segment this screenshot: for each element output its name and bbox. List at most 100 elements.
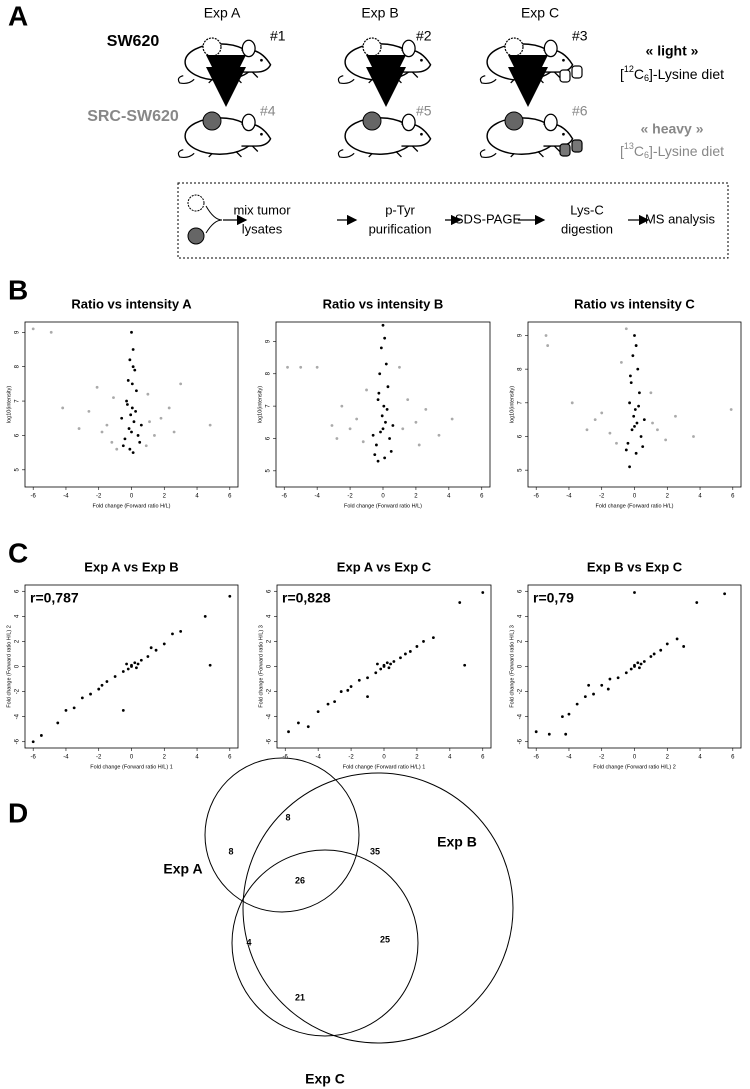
diet-part: ]-Lysine diet: [649, 66, 724, 82]
plot-frame: [527, 321, 742, 488]
point: [374, 671, 378, 675]
workflow-step: p-Tyr: [385, 202, 415, 217]
point: [593, 418, 597, 422]
point: [146, 392, 150, 396]
point: [642, 660, 646, 663]
point: [131, 451, 135, 455]
annotation: r=0,79: [533, 590, 574, 606]
diet-name: « heavy »: [640, 121, 703, 137]
y-tick-label: 2: [15, 639, 21, 643]
venn-count: 26: [295, 875, 305, 885]
point: [125, 399, 128, 403]
point: [638, 666, 641, 670]
workflow-step: digestion: [561, 221, 613, 236]
point: [139, 658, 143, 662]
workflow-step: SDS-PAGE: [455, 211, 522, 226]
point: [378, 372, 382, 376]
chart-title: Exp A vs Exp B: [84, 559, 178, 574]
x-tick-label: -2: [347, 494, 353, 500]
point: [128, 447, 132, 451]
point: [585, 428, 589, 432]
y-tick-label: 6: [15, 433, 21, 437]
point: [132, 420, 136, 424]
point: [629, 374, 632, 378]
x-axis-label: Fold change (Forward ratio H/L): [93, 503, 171, 509]
x-tick-label: -2: [96, 494, 102, 500]
point: [674, 414, 677, 418]
point: [382, 404, 386, 408]
point: [414, 420, 418, 424]
chart-title: Ratio vs intensity A: [71, 296, 192, 311]
point: [208, 423, 212, 427]
workflow-icons: [187, 194, 223, 245]
point: [299, 365, 303, 369]
point: [383, 336, 387, 340]
y-axis-label: log10(intensity): [257, 386, 263, 423]
y-tick-label: 9: [518, 333, 524, 337]
venn-set-label: Exp C: [305, 1071, 345, 1087]
point: [346, 688, 350, 692]
point: [392, 660, 396, 663]
x-tick-label: -2: [96, 755, 102, 761]
y-axis-label: log10(intensity): [509, 386, 515, 423]
x-tick-label: 2: [666, 755, 670, 761]
point: [129, 413, 133, 417]
panel-label: C: [8, 537, 28, 568]
experiment-label: Exp C: [521, 5, 559, 21]
y-tick-label: -6: [518, 738, 524, 744]
point: [384, 362, 388, 366]
point: [624, 671, 628, 675]
point: [665, 642, 669, 646]
point: [637, 404, 640, 408]
point: [125, 662, 128, 666]
x-tick-label: 2: [415, 755, 419, 761]
x-tick-label: 0: [381, 494, 385, 500]
y-tick-label: 6: [266, 436, 272, 440]
point: [634, 451, 638, 455]
point: [626, 441, 630, 445]
plot-frame: [275, 321, 491, 488]
point: [408, 650, 412, 653]
point: [587, 683, 591, 687]
y-tick-label: 0: [267, 664, 273, 668]
venn-count: 8: [285, 812, 290, 822]
point: [377, 391, 381, 395]
point: [534, 730, 538, 734]
x-tick-label: 2: [163, 755, 167, 761]
panel-a: Exp A Exp B Exp C SW620 SRC-SW620 #1 #2 …: [87, 5, 729, 259]
chart-title: Ratio vs intensity C: [574, 296, 695, 311]
x-tick-label: 2: [414, 494, 418, 500]
x-axis-label: Fold change (Forward ratio H/L): [344, 503, 422, 509]
point: [642, 418, 646, 422]
x-tick-label: 6: [481, 755, 485, 761]
point: [127, 427, 131, 430]
point: [115, 447, 119, 451]
point: [64, 708, 68, 712]
diet-part: 13: [624, 141, 634, 151]
y-tick-label: 5: [15, 467, 21, 471]
mouse-id: #5: [416, 103, 432, 119]
annotation: r=0,828: [282, 590, 331, 606]
point: [375, 443, 378, 447]
diet: [12C6]-Lysine diet: [620, 64, 724, 83]
point: [633, 424, 636, 428]
point: [110, 440, 114, 444]
x-tick-label: -2: [599, 494, 605, 500]
x-axis-label: Fold change (Forward ratio H/L): [596, 503, 674, 509]
point: [134, 409, 137, 413]
y-tick-label: -6: [267, 738, 273, 744]
point: [131, 348, 135, 351]
point: [415, 645, 419, 648]
experiment-label: Exp B: [361, 5, 398, 21]
y-axis-label: Fold change (Forward ratio H/L) 3: [258, 625, 264, 708]
diet-part: 6: [644, 150, 649, 160]
point: [547, 732, 551, 736]
point: [481, 591, 485, 594]
point: [335, 437, 339, 440]
point: [636, 367, 640, 371]
point: [366, 676, 369, 680]
mouse-id: #4: [260, 103, 276, 119]
venn-count: 21: [295, 992, 305, 1002]
workflow-step: MS analysis: [645, 211, 716, 226]
